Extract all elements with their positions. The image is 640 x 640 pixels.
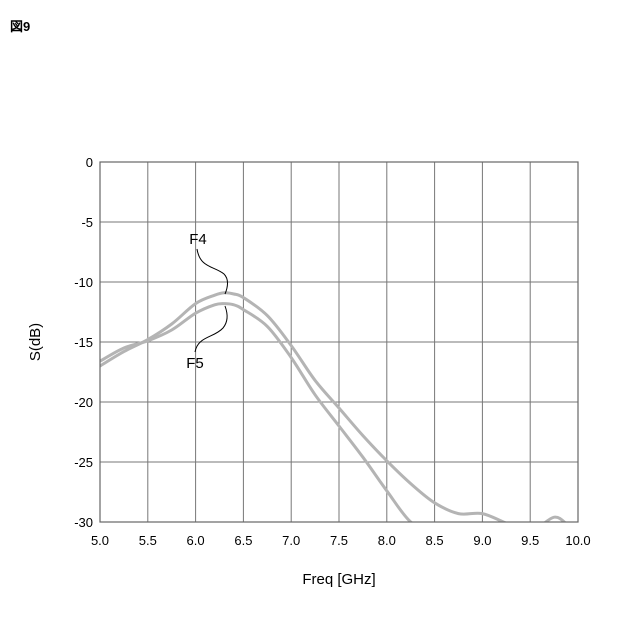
x-tick-label: 5.5 [139,533,157,548]
y-tick-label: -25 [74,455,93,470]
x-tick-label: 9.0 [473,533,491,548]
series-label-f5: F5 [186,355,204,372]
x-tick-label: 7.5 [330,533,348,548]
x-tick-label: 5.0 [91,533,109,548]
x-axis-title: Freq [GHz] [302,571,375,588]
x-tick-label: 8.0 [378,533,396,548]
y-tick-label: 0 [86,155,93,170]
y-axis-ticks: 0 -5 -10 -15 -20 -25 -30 [74,155,93,530]
x-tick-label: 7.0 [282,533,300,548]
y-tick-label: -30 [74,515,93,530]
x-tick-label: 9.5 [521,533,539,548]
y-axis-title: S(dB) [27,323,44,361]
series-label-f4: F4 [189,231,207,248]
x-tick-label: 6.0 [187,533,205,548]
x-tick-label: 6.5 [234,533,252,548]
y-tick-label: -10 [74,275,93,290]
x-tick-label: 10.0 [565,533,590,548]
x-tick-label: 8.5 [426,533,444,548]
y-tick-label: -20 [74,395,93,410]
y-tick-label: -15 [74,335,93,350]
y-tick-label: -5 [81,215,93,230]
x-axis-ticks: 5.0 5.5 6.0 6.5 7.0 7.5 8.0 8.5 9.0 9.5 10.0 [91,533,591,548]
